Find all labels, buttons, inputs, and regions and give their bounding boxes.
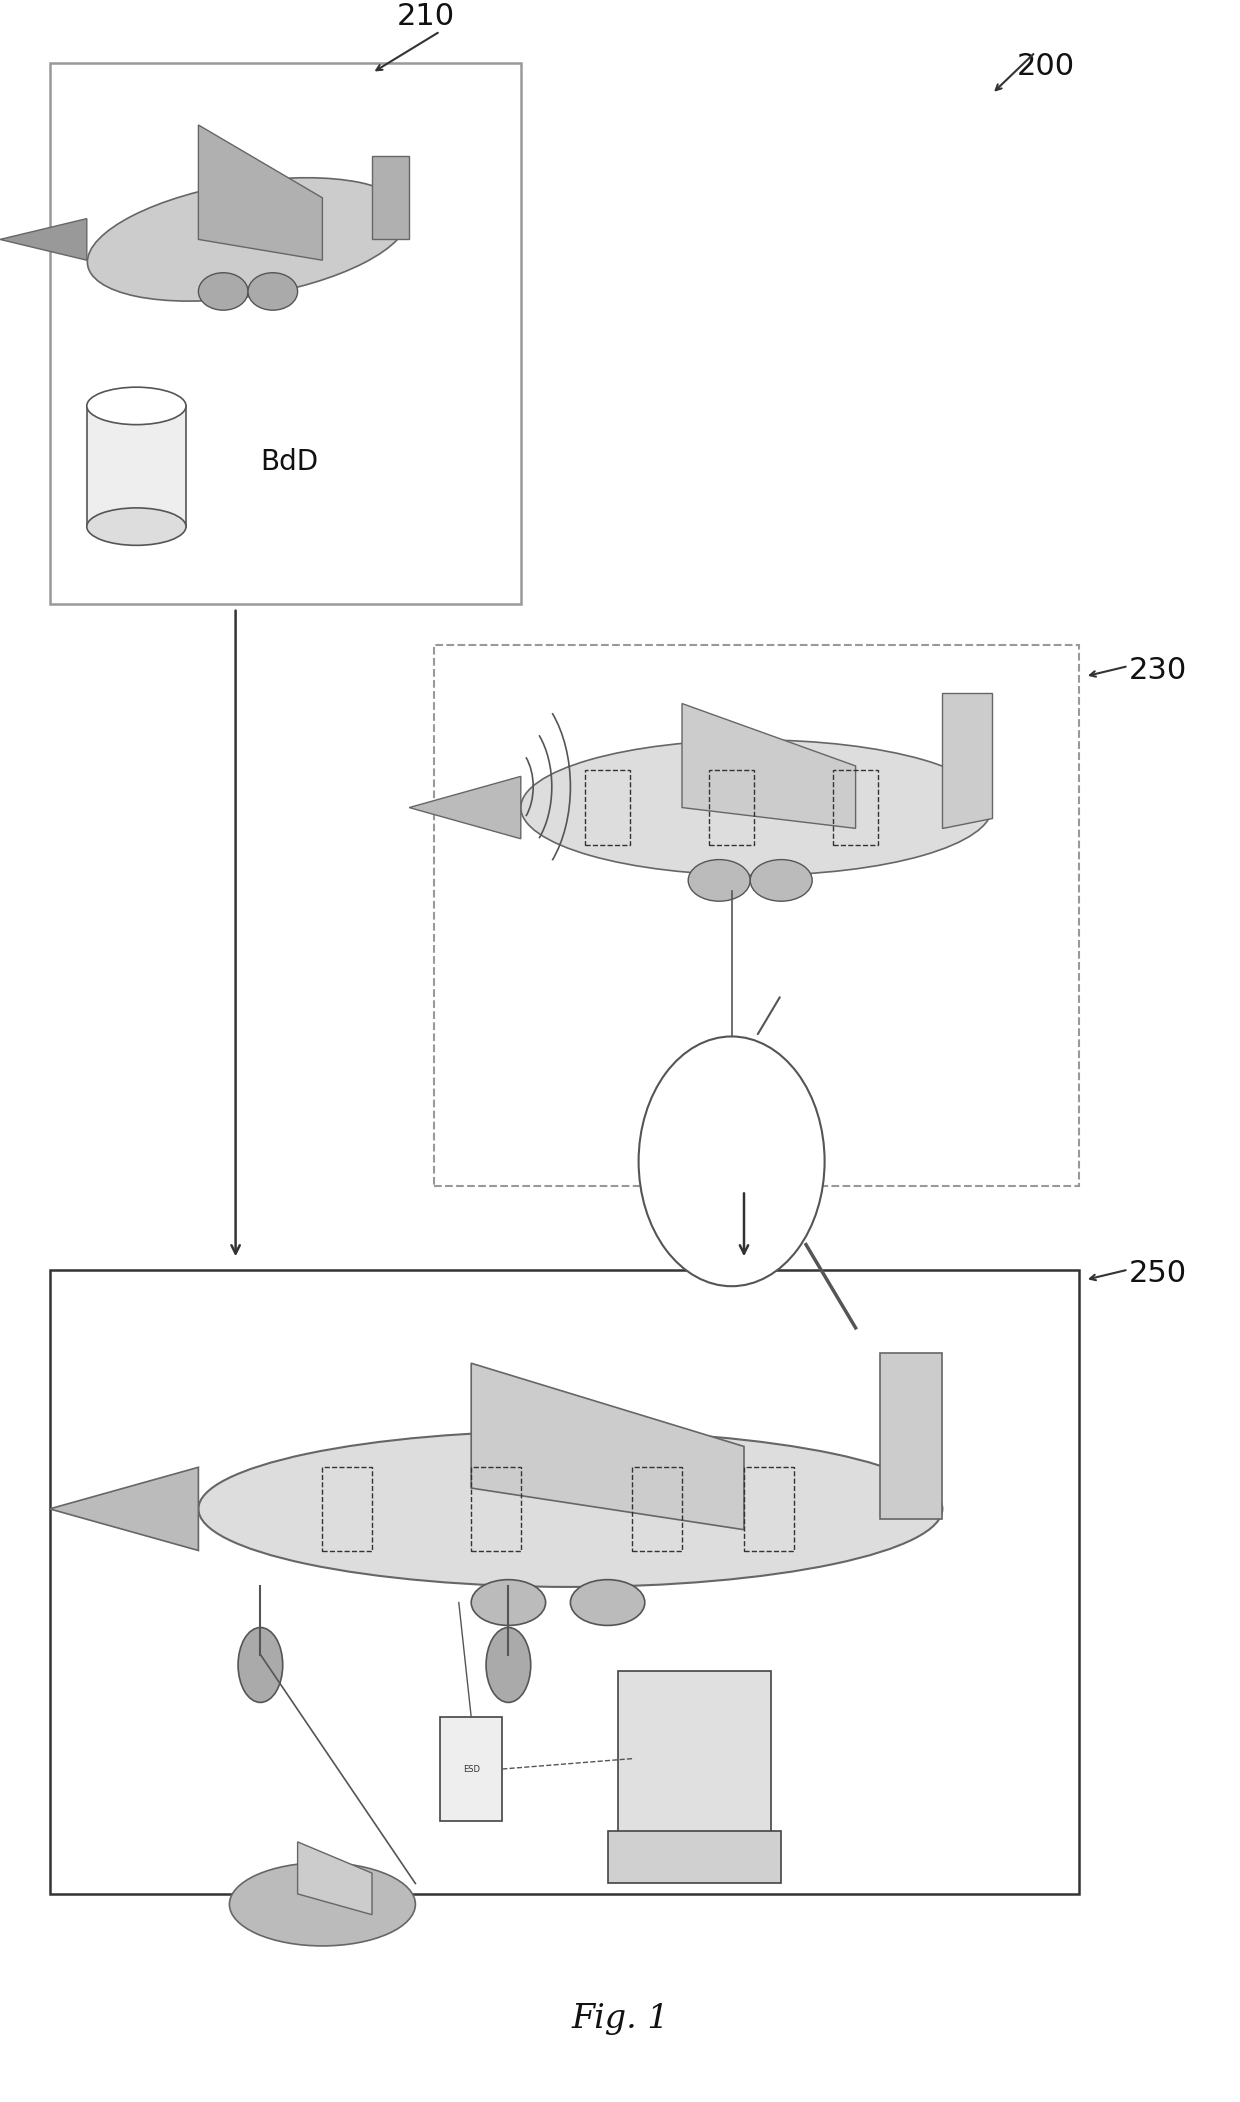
- Text: 250: 250: [1128, 1259, 1187, 1289]
- FancyBboxPatch shape: [440, 1717, 502, 1820]
- Circle shape: [238, 1627, 283, 1703]
- Circle shape: [486, 1627, 531, 1703]
- Ellipse shape: [198, 1431, 942, 1587]
- Ellipse shape: [198, 273, 248, 311]
- Text: BdD: BdD: [260, 448, 319, 475]
- Ellipse shape: [521, 740, 992, 874]
- FancyBboxPatch shape: [608, 1831, 781, 1883]
- Polygon shape: [880, 1354, 942, 1520]
- Polygon shape: [471, 1364, 744, 1530]
- FancyBboxPatch shape: [618, 1671, 771, 1846]
- Polygon shape: [372, 156, 409, 240]
- Polygon shape: [298, 1841, 372, 1915]
- FancyBboxPatch shape: [87, 406, 186, 528]
- Ellipse shape: [471, 1579, 546, 1625]
- Text: Fig. 1: Fig. 1: [572, 2003, 668, 2035]
- Ellipse shape: [750, 860, 812, 902]
- Ellipse shape: [87, 179, 409, 301]
- Ellipse shape: [639, 1036, 825, 1286]
- Polygon shape: [682, 704, 856, 828]
- Polygon shape: [198, 124, 322, 261]
- FancyArrowPatch shape: [758, 996, 780, 1034]
- Ellipse shape: [87, 387, 186, 425]
- Polygon shape: [942, 694, 992, 828]
- Text: 210: 210: [397, 2, 455, 32]
- Ellipse shape: [248, 273, 298, 311]
- Ellipse shape: [570, 1579, 645, 1625]
- Ellipse shape: [87, 509, 186, 544]
- Polygon shape: [409, 776, 521, 839]
- Polygon shape: [0, 219, 87, 261]
- Text: 200: 200: [1017, 53, 1075, 82]
- Text: 230: 230: [1128, 656, 1187, 685]
- Ellipse shape: [229, 1862, 415, 1946]
- Text: ESD: ESD: [463, 1764, 480, 1774]
- Ellipse shape: [688, 860, 750, 902]
- Polygon shape: [50, 1467, 198, 1551]
